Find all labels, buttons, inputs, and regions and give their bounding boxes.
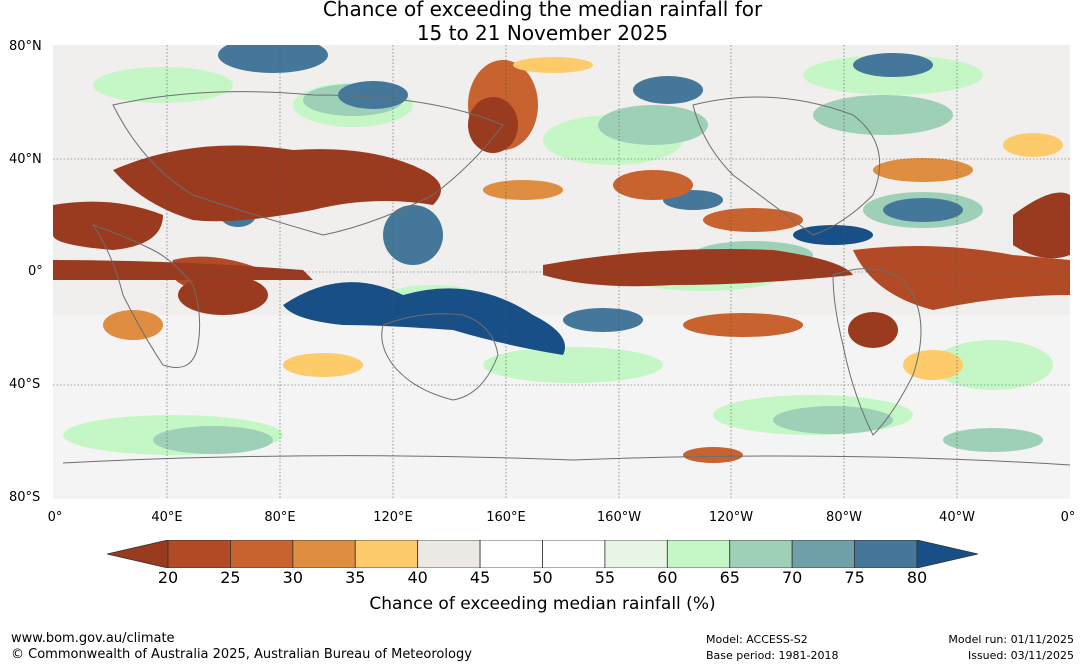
lon-label-40e: 40°E <box>151 510 183 525</box>
colorbar-cell <box>417 540 481 568</box>
title-line-2: 15 to 21 November 2025 <box>416 21 669 45</box>
footer-issued: Issued: 03/11/2025 <box>967 649 1074 662</box>
antarctica-coast <box>62 455 1070 466</box>
colorbar-tick-label: 55 <box>594 568 616 587</box>
colorbar-cell <box>729 540 793 568</box>
colorbar-tick-label: 65 <box>719 568 740 587</box>
colorbar <box>107 540 978 568</box>
lon-label-80w: 80°W <box>826 510 862 525</box>
colorbar-tick-label: 35 <box>345 568 366 587</box>
colorbar-cell <box>666 540 731 568</box>
colorbar-low-arrow <box>107 540 169 568</box>
colorbar-cell <box>354 540 419 568</box>
colorbar-tick-label: 30 <box>282 568 304 587</box>
footer-website[interactable]: www.bom.gov.au/climate <box>11 631 175 646</box>
colorbar-tick-label: 40 <box>407 568 428 587</box>
lat-label-80s: 80°S <box>9 490 41 505</box>
colorbar-cell <box>791 540 855 568</box>
eurasia-coast <box>112 91 504 236</box>
lon-label-0-right: 0° <box>1060 510 1076 525</box>
colorbar-tick-label: 45 <box>469 568 491 587</box>
footer-model: Model: ACCESS-S2 <box>706 633 808 646</box>
colorbar-cell <box>542 540 606 568</box>
map-svg <box>53 45 1070 499</box>
lon-label-160e: 160°E <box>486 510 526 525</box>
lat-label-equator: 0° <box>28 264 43 279</box>
lat-label-80n: 80°N <box>9 39 42 54</box>
colorbar-cells <box>167 540 918 568</box>
colorbar-tick-label: 25 <box>220 568 241 587</box>
colorbar-cell <box>604 540 668 568</box>
colorbar-tick-label: 50 <box>532 568 553 587</box>
lon-label-80e: 80°E <box>264 510 296 525</box>
colorbar-tick-label: 75 <box>844 568 865 587</box>
footer-model-run: Model run: 01/11/2025 <box>948 633 1074 646</box>
north-america-coast <box>692 96 881 236</box>
lat-label-40s: 40°S <box>9 377 41 392</box>
very-wet-areas <box>218 45 963 355</box>
lon-label-160w: 160°W <box>596 510 642 525</box>
africa-coast <box>91 224 201 368</box>
colorbar-cell <box>854 540 918 568</box>
graticule <box>53 45 1070 499</box>
colorbar-cell <box>292 540 356 568</box>
colorbar-tick-label: 70 <box>781 568 803 587</box>
lat-label-40n: 40°N <box>9 152 42 167</box>
dry-areas <box>53 57 1070 463</box>
south-america-coast <box>832 268 922 436</box>
rainfall-probability-map <box>53 45 1070 499</box>
lon-label-120w: 120°W <box>708 510 754 525</box>
colorbar-tick-label: 80 <box>906 568 928 587</box>
colorbar-cell <box>167 540 231 568</box>
colorbar-high-arrow <box>916 540 978 568</box>
lon-label-40w: 40°W <box>939 510 975 525</box>
lon-label-120e: 120°E <box>373 510 413 525</box>
title-line-1: Chance of exceeding the median rainfall … <box>322 0 763 21</box>
colorbar-tick-label: 60 <box>657 568 678 587</box>
colorbar-cell <box>479 540 543 568</box>
footer-base-period: Base period: 1981-2018 <box>706 649 839 662</box>
colorbar-label: Chance of exceeding median rainfall (%) <box>369 594 716 614</box>
lon-label-0: 0° <box>47 510 63 525</box>
colorbar-cell <box>230 540 294 568</box>
map-title: Chance of exceeding the median rainfall … <box>0 0 1085 45</box>
colorbar-tick-label: 20 <box>157 568 179 587</box>
footer-copyright: © Commonwealth of Australia 2025, Austra… <box>11 647 472 662</box>
